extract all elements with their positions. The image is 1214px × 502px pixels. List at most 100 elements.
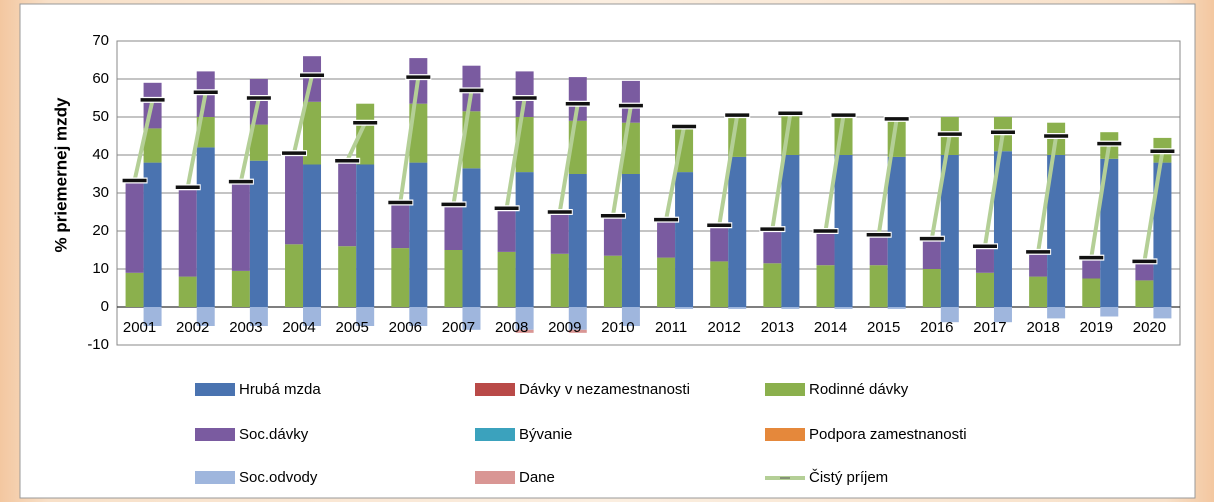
legend-swatch bbox=[475, 471, 515, 484]
y-tick-label: 70 bbox=[92, 32, 109, 49]
line-segment bbox=[238, 97, 261, 183]
bar bbox=[710, 261, 729, 307]
line-segment bbox=[292, 74, 314, 154]
legend-swatch bbox=[195, 428, 235, 441]
line-segment bbox=[876, 118, 899, 236]
bar bbox=[409, 307, 428, 326]
legend-label: Soc.odvody bbox=[239, 469, 318, 486]
bar bbox=[178, 276, 197, 307]
bar bbox=[781, 155, 800, 307]
line-segment bbox=[345, 121, 367, 162]
x-tick-label: 2016 bbox=[920, 319, 953, 336]
bar bbox=[196, 307, 215, 326]
line-segment bbox=[717, 114, 740, 226]
bar bbox=[196, 147, 215, 307]
bar bbox=[834, 155, 853, 307]
bar bbox=[515, 329, 534, 333]
bar bbox=[515, 71, 534, 117]
bar bbox=[657, 219, 676, 258]
y-tick-label: 0 bbox=[101, 298, 109, 315]
bar bbox=[1029, 251, 1048, 277]
bar bbox=[1100, 158, 1119, 307]
bar bbox=[231, 270, 250, 307]
bar bbox=[550, 212, 569, 254]
legend-swatch bbox=[765, 428, 805, 441]
bar bbox=[763, 263, 782, 307]
bar bbox=[869, 265, 888, 307]
bar bbox=[515, 307, 534, 330]
bar bbox=[285, 244, 304, 307]
bar bbox=[1100, 307, 1119, 317]
x-tick-label: 2011 bbox=[655, 319, 687, 336]
legend-label: Bývanie bbox=[519, 426, 572, 443]
x-tick-label: 2004 bbox=[282, 319, 315, 336]
bar bbox=[303, 101, 322, 165]
bar bbox=[621, 174, 640, 307]
bar bbox=[249, 160, 268, 307]
legend-label: Soc.dávky bbox=[239, 426, 309, 443]
bar bbox=[1153, 307, 1172, 319]
legend-label: Čistý príjem bbox=[809, 469, 888, 486]
bar bbox=[1135, 263, 1154, 281]
bar bbox=[834, 307, 853, 309]
bar bbox=[497, 208, 516, 252]
bar bbox=[621, 80, 640, 123]
bar bbox=[356, 103, 375, 165]
bar bbox=[675, 172, 694, 307]
bar bbox=[940, 155, 959, 307]
bar bbox=[285, 153, 304, 245]
line-segment bbox=[1036, 135, 1059, 253]
x-tick-label: 2013 bbox=[761, 319, 794, 336]
y-tick-label: -10 bbox=[87, 336, 109, 353]
bar bbox=[887, 307, 906, 309]
bar bbox=[940, 307, 959, 323]
line-segment bbox=[1089, 143, 1112, 258]
bar bbox=[515, 172, 534, 307]
line-segment bbox=[185, 91, 208, 188]
bar bbox=[728, 156, 747, 307]
line-segment bbox=[823, 114, 846, 232]
legend-label: Dane bbox=[519, 469, 555, 486]
y-tick-label: 50 bbox=[92, 108, 109, 125]
x-tick-label: 2010 bbox=[601, 319, 634, 336]
legend-label: Podpora zamestnanosti bbox=[809, 426, 967, 443]
bar bbox=[550, 253, 569, 307]
y-axis-title: % priemernej mzdy bbox=[51, 97, 70, 252]
bar bbox=[178, 189, 197, 277]
line-segment bbox=[664, 126, 687, 220]
bar bbox=[444, 250, 463, 307]
bar bbox=[462, 307, 481, 330]
x-tick-label: 2005 bbox=[335, 319, 368, 336]
bar bbox=[816, 265, 835, 307]
line-segment bbox=[982, 131, 1005, 247]
bar bbox=[710, 225, 729, 262]
bar bbox=[603, 255, 622, 307]
line-segment bbox=[504, 97, 527, 209]
x-tick-label: 2019 bbox=[1080, 319, 1113, 336]
bar bbox=[621, 307, 640, 326]
legend-swatch bbox=[195, 471, 235, 484]
line-segment bbox=[929, 133, 952, 239]
bar bbox=[143, 128, 162, 163]
x-tick-label: 2003 bbox=[229, 319, 262, 336]
legend-swatch bbox=[765, 383, 805, 396]
bar bbox=[975, 246, 994, 273]
bar bbox=[303, 307, 322, 326]
x-tick-label: 2006 bbox=[389, 319, 422, 336]
bar bbox=[143, 162, 162, 307]
x-tick-label: 2001 bbox=[123, 319, 156, 336]
bar bbox=[993, 151, 1012, 307]
x-tick-label: 2017 bbox=[973, 319, 1006, 336]
y-tick-label: 30 bbox=[92, 184, 109, 201]
bar bbox=[568, 174, 587, 307]
bar bbox=[568, 77, 587, 121]
bar bbox=[497, 251, 516, 307]
bar bbox=[338, 160, 357, 247]
legend-label: Dávky v nezamestnanosti bbox=[519, 381, 690, 398]
bar bbox=[816, 232, 835, 266]
x-tick-label: 2002 bbox=[176, 319, 209, 336]
bar bbox=[568, 329, 587, 333]
bar bbox=[249, 124, 268, 161]
bar bbox=[125, 272, 144, 307]
